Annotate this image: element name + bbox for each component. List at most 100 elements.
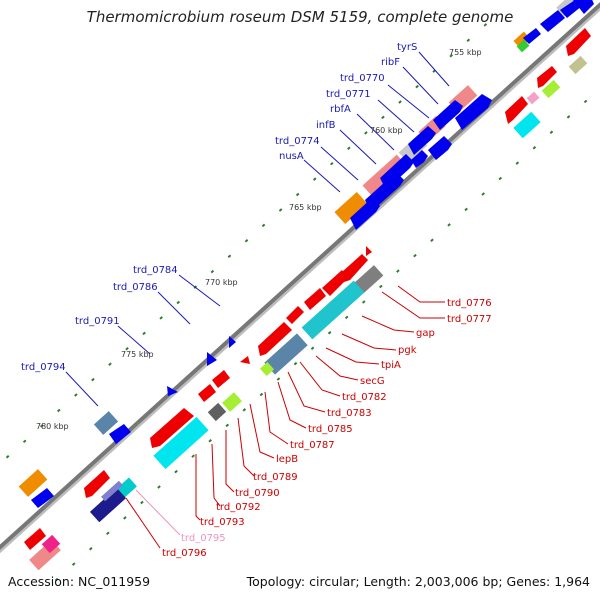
tick-mark: [191, 454, 195, 458]
tick-mark: [310, 346, 315, 350]
tick-mark: [549, 130, 554, 135]
tick-mark: [293, 361, 298, 366]
tick-mark: [330, 161, 334, 166]
tick-mark: [244, 239, 249, 243]
gene-arrow: [304, 288, 326, 310]
gene-arrow: [229, 336, 236, 348]
tick-mark: [449, 53, 454, 58]
gene-arrow: [411, 150, 428, 168]
leader-line: [341, 333, 397, 351]
leader-line: [397, 285, 445, 303]
tick-mark: [157, 485, 161, 489]
tick-mark: [108, 362, 112, 366]
feature-block: [18, 469, 48, 497]
genome-backbone: [0, 2, 600, 550]
feature-block: [89, 487, 127, 523]
gene-label: trd_0787: [290, 440, 335, 451]
accession-label: Accession: NC_011959: [8, 574, 151, 589]
gene-label: trd_0794: [21, 362, 66, 373]
tick-mark: [5, 454, 10, 459]
feature-block: [513, 111, 541, 139]
tick-mark: [242, 408, 247, 412]
feature-block: [41, 534, 61, 554]
gene-label: trd_0795: [181, 533, 226, 544]
feature-block: [207, 402, 227, 422]
feature-block: [153, 416, 209, 470]
gene-arrow: [523, 28, 541, 44]
gene-arrow: [150, 408, 194, 448]
tick-mark: [74, 393, 78, 397]
kbp-label: 755 kbp: [449, 48, 482, 57]
gene-arrow: [408, 126, 436, 155]
gene-label: trd_0784: [133, 265, 178, 276]
tick-mark: [125, 347, 129, 351]
leader-line: [402, 66, 439, 105]
gene-arrow: [24, 528, 46, 550]
leader-line: [356, 113, 395, 151]
gene-arrow: [109, 424, 131, 444]
feature-block: [334, 192, 368, 224]
feature-block: [264, 333, 308, 375]
tick-mark: [278, 208, 283, 212]
leader-line: [325, 347, 380, 365]
feature-block: [516, 39, 530, 53]
kbp-label: 760 kbp: [370, 126, 403, 135]
feature-block: [526, 91, 540, 105]
leader-line: [277, 381, 307, 429]
tick-mark: [123, 516, 127, 520]
tick-mark: [532, 145, 537, 150]
tick-mark: [481, 192, 485, 196]
kbp-label: 765 kbp: [289, 203, 322, 212]
tick-mark: [398, 100, 402, 104]
gene-label: trd_0776: [447, 298, 492, 309]
tick-mark: [566, 115, 571, 119]
gene-arrow: [560, 0, 582, 18]
feature-blocks: [18, 0, 588, 571]
tick-mark: [515, 161, 520, 165]
tick-mark: [361, 300, 366, 304]
gene-arrow: [566, 28, 591, 56]
gene-label: ribF: [381, 57, 400, 68]
tick-mark: [210, 269, 215, 274]
tick-mark: [140, 500, 144, 505]
tick-mark: [415, 84, 419, 89]
gene-label: rbfA: [330, 104, 351, 115]
tick-mark: [54, 577, 59, 582]
gene-arrow: [31, 488, 54, 508]
feature-block: [568, 55, 588, 75]
feature-block: [222, 392, 242, 412]
gene-label: trd_0796: [162, 548, 207, 559]
gene-label: trd_0785: [308, 424, 353, 435]
gene-arrow: [322, 270, 348, 296]
tick-mark: [159, 316, 163, 320]
leader-line: [299, 361, 341, 397]
tick-mark: [344, 315, 349, 320]
gene-arrow: [366, 246, 372, 256]
leader-lines-reverse: [125, 285, 445, 549]
tick-mark: [583, 99, 588, 104]
reverse-genes: [24, 28, 591, 550]
gene-label: lepB: [276, 454, 298, 465]
feature-block: [541, 79, 561, 99]
forward-gene-labels: tyrS ribF trd_0770 trd_0771 rbfA infB tr…: [21, 42, 417, 373]
leader-line: [377, 99, 415, 133]
tick-mark: [88, 546, 93, 551]
tick-mark: [447, 223, 451, 227]
tick-mark: [466, 38, 471, 43]
tick-mark: [312, 177, 317, 181]
leader-line: [418, 51, 450, 87]
gene-label: trd_0770: [340, 73, 385, 84]
reverse-gene-labels: trd_0776 trd_0777 gap pgk tpiA secG trd_…: [162, 298, 492, 559]
kbp-label: 770 kbp: [205, 278, 238, 287]
tick-mark: [142, 331, 146, 336]
gene-label: trd_0792: [216, 502, 261, 513]
gene-label: tpiA: [381, 360, 401, 371]
kbp-label: 775 kbp: [121, 350, 154, 359]
feature-block: [93, 411, 119, 435]
tick-mark: [176, 300, 181, 305]
gene-label: trd_0791: [75, 316, 120, 327]
tick-mark: [464, 207, 468, 212]
forward-genes: [31, 0, 594, 508]
kbp-label: 780 kbp: [36, 422, 69, 431]
